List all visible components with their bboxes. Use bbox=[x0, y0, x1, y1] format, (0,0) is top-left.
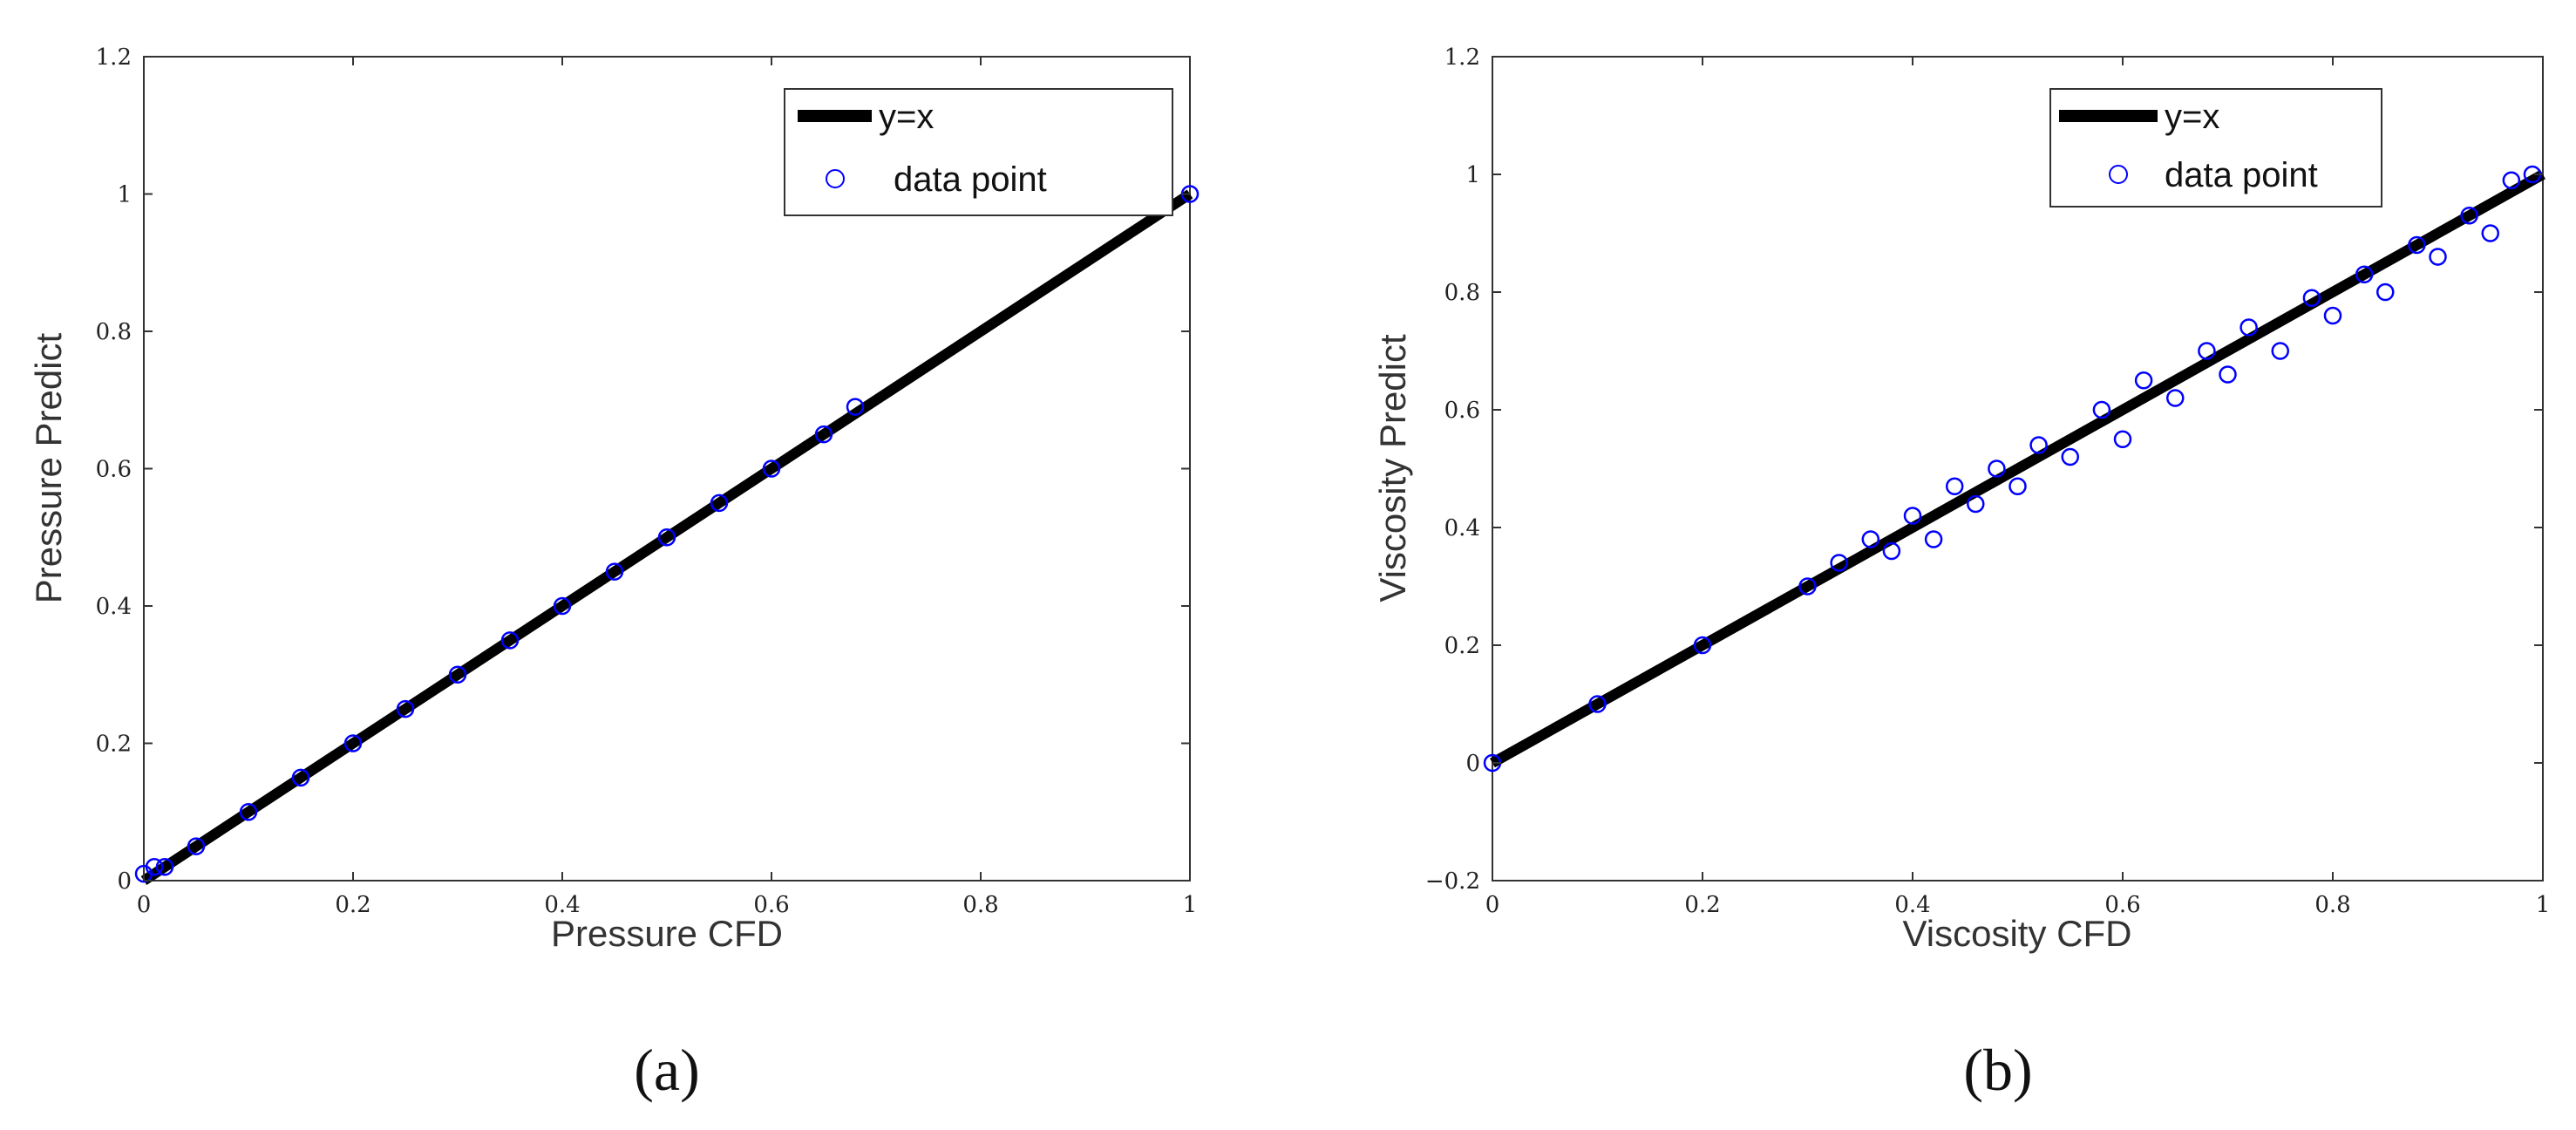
data-point bbox=[1882, 541, 1901, 561]
data-point bbox=[762, 459, 781, 478]
data-point bbox=[155, 858, 174, 876]
data-point bbox=[2502, 171, 2521, 189]
y-tick-label: 1 bbox=[117, 182, 132, 208]
data-point bbox=[2198, 342, 2216, 360]
x-tick-label: 1 bbox=[2536, 892, 2551, 918]
x-axis-label-b: Viscosity CFD bbox=[1903, 913, 2132, 954]
data-point bbox=[605, 562, 624, 581]
y-tick-label: 0.2 bbox=[96, 732, 132, 758]
x-tick-label: 0.4 bbox=[544, 892, 580, 918]
data-point bbox=[2240, 318, 2258, 337]
x-axis-label-a: Pressure CFD bbox=[551, 913, 783, 954]
y-tick-label: 0.4 bbox=[1444, 515, 1480, 541]
data-point bbox=[187, 837, 206, 855]
panel-a: 0 0.2 0.4 0.6 0.8 1 0 0.2 0.4 0.6 0.8 1 1.2 Pressure… bbox=[28, 44, 1200, 1103]
legend-a: y=x data point bbox=[784, 88, 1173, 216]
legend-label-points-a: data point bbox=[894, 160, 1047, 199]
data-point bbox=[1945, 477, 1964, 495]
x-tick-label: 0.2 bbox=[335, 892, 370, 918]
legend-label-line-a: y=x bbox=[879, 98, 934, 136]
legend-label-line-b: y=x bbox=[2165, 98, 2219, 136]
data-point bbox=[2323, 306, 2342, 325]
y-tick-label: −0.2 bbox=[1425, 868, 1480, 895]
data-point bbox=[1588, 695, 1607, 713]
y-tick-label: 0 bbox=[1465, 751, 1480, 777]
data-point bbox=[657, 528, 676, 547]
data-point bbox=[1830, 554, 1848, 572]
data-point bbox=[2029, 436, 2048, 454]
data-point bbox=[1988, 459, 2006, 478]
data-point bbox=[710, 494, 729, 513]
data-point bbox=[1861, 530, 1880, 548]
y-tick-label: 0.2 bbox=[1444, 633, 1480, 659]
legend-box-b bbox=[2049, 88, 2382, 208]
data-point bbox=[291, 768, 310, 787]
y-tick-label: 0.8 bbox=[1444, 280, 1480, 306]
y-tick-label: 0 bbox=[117, 868, 132, 895]
x-tick-label: 0.6 bbox=[753, 892, 789, 918]
series-line-yx bbox=[140, 189, 1193, 886]
data-point bbox=[2408, 235, 2426, 255]
x-tick-label: 1 bbox=[1183, 892, 1198, 918]
panel-label-a: (a) bbox=[634, 1037, 699, 1103]
y-axis-label-a: Pressure Predict bbox=[28, 332, 69, 603]
ticks-a: 0 0.2 0.4 0.6 0.8 1 0 0.2 0.4 0.6 0.8 1 1.2 bbox=[96, 44, 1198, 918]
data-point bbox=[239, 803, 258, 821]
marks-a bbox=[134, 185, 1200, 886]
y-tick-label: 1 bbox=[1465, 162, 1480, 188]
data-point bbox=[1924, 530, 1943, 548]
legend-marker-swatch-a bbox=[826, 169, 845, 188]
data-point bbox=[814, 425, 833, 444]
x-tick-label: 0.8 bbox=[2314, 892, 2350, 918]
data-point bbox=[2481, 224, 2499, 242]
data-point bbox=[2429, 248, 2447, 266]
data-point bbox=[2271, 342, 2289, 360]
y-tick-label: 0.6 bbox=[96, 457, 132, 483]
data-point bbox=[2355, 265, 2374, 283]
y-tick-label: 1.2 bbox=[96, 44, 132, 71]
panel-b: 0 0.2 0.4 0.6 0.8 1−0.200.20.40.60.811.2 Visc… bbox=[1372, 44, 2550, 1103]
data-point bbox=[846, 398, 865, 416]
data-point bbox=[2008, 477, 2027, 495]
data-point bbox=[2113, 430, 2132, 448]
x-tick-label: 0.4 bbox=[1894, 892, 1930, 918]
data-point bbox=[2302, 289, 2321, 307]
y-tick-label: 1.2 bbox=[1444, 44, 1480, 71]
data-point bbox=[1967, 494, 1985, 514]
ticks-b: 0 0.2 0.4 0.6 0.8 1−0.200.20.40.60.811.2 bbox=[1425, 44, 2550, 918]
y-axis-label-b: Viscosity Predict bbox=[1372, 334, 1413, 602]
data-point bbox=[2166, 389, 2185, 407]
legend-marker-swatch-b bbox=[2109, 165, 2128, 184]
y-tick-label: 0.4 bbox=[96, 594, 132, 620]
data-point bbox=[2376, 282, 2395, 302]
y-tick-label: 0.8 bbox=[96, 319, 132, 345]
series-line-yx bbox=[1490, 169, 2545, 768]
x-tick-label: 0 bbox=[1485, 892, 1500, 918]
data-point bbox=[2219, 365, 2237, 384]
data-point bbox=[2134, 371, 2153, 390]
data-point bbox=[396, 699, 415, 718]
data-point bbox=[2061, 447, 2079, 466]
x-tick-label: 0.2 bbox=[1684, 892, 1720, 918]
data-point bbox=[1693, 636, 1712, 655]
legend-b: y=x data point bbox=[2049, 88, 2382, 208]
data-point bbox=[2092, 400, 2111, 419]
x-tick-label: 0 bbox=[137, 892, 152, 918]
marks-b bbox=[1483, 165, 2545, 773]
x-tick-label: 0.8 bbox=[962, 892, 998, 918]
data-point bbox=[343, 734, 363, 752]
data-point bbox=[2460, 207, 2478, 225]
y-tick-label: 0.6 bbox=[1444, 398, 1480, 424]
data-point bbox=[553, 596, 572, 616]
legend-label-points-b: data point bbox=[2165, 156, 2318, 194]
x-tick-label: 0.6 bbox=[2104, 892, 2140, 918]
data-point bbox=[1798, 577, 1817, 596]
data-point bbox=[448, 665, 467, 684]
panel-label-b: (b) bbox=[1963, 1037, 2032, 1103]
data-point bbox=[500, 631, 520, 650]
data-point bbox=[145, 858, 164, 876]
data-point bbox=[1903, 507, 1922, 525]
